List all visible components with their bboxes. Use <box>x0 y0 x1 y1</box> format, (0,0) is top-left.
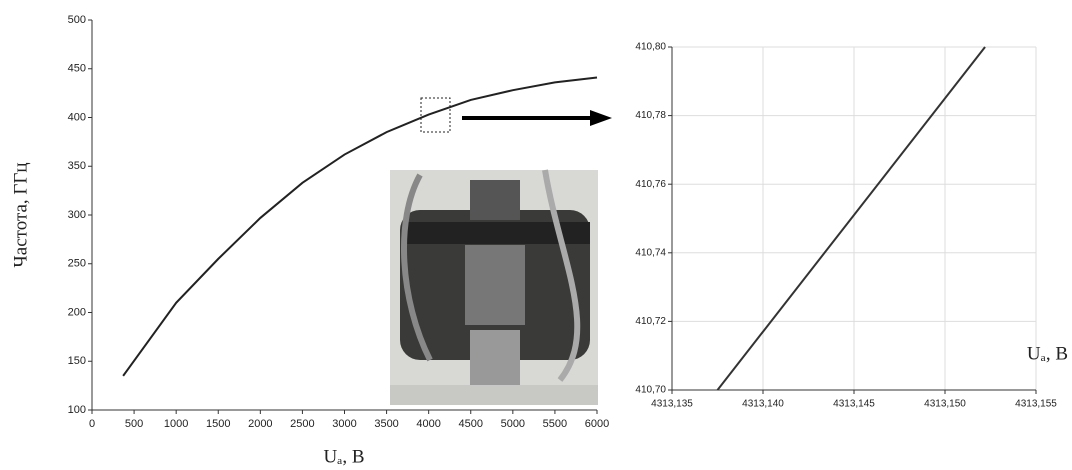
y-tick-label: 400 <box>68 111 86 123</box>
y-tick-label: 410,72 <box>635 316 666 327</box>
x-tick-label: 3000 <box>332 418 356 430</box>
x-tick-label: 1500 <box>206 418 230 430</box>
x-tick-label: 4500 <box>459 418 483 430</box>
x-tick-label: 4313,135 <box>651 399 693 410</box>
y-tick-label: 350 <box>68 160 86 172</box>
line <box>716 46 986 391</box>
x-tick-label: 5500 <box>543 418 567 430</box>
x-tick-label: 4313,145 <box>833 399 875 410</box>
x-tick-label: 4000 <box>416 418 440 430</box>
x-tick-label: 4313,150 <box>924 399 966 410</box>
y-tick-label: 200 <box>68 306 86 318</box>
x-tick-label: 4313,140 <box>742 399 784 410</box>
x-tick-label: 3500 <box>374 418 398 430</box>
line <box>122 76 598 377</box>
x-tick-label: 2500 <box>290 418 314 430</box>
y-tick-label: 410,70 <box>635 385 666 396</box>
photo <box>390 169 598 405</box>
zoom-box <box>420 97 451 133</box>
y-tick-label: 300 <box>68 209 86 221</box>
y-tick-label: 410,76 <box>635 179 666 190</box>
y-tick-label: 100 <box>68 404 86 416</box>
x-tick-label: 500 <box>125 418 143 430</box>
x-tick-label: 2000 <box>248 418 272 430</box>
y-tick-label: 410,74 <box>635 247 666 258</box>
x-tick-label: 6000 <box>585 418 609 430</box>
x-axis-label: Uₐ, В <box>323 446 364 467</box>
x-axis-label: Uₐ, В <box>1027 343 1068 364</box>
x-tick-label: 5000 <box>501 418 525 430</box>
y-axis-label: Частота, ГГц <box>10 162 31 267</box>
y-tick-label: 410,78 <box>635 110 666 121</box>
x-tick-label: 0 <box>89 418 95 430</box>
y-tick-label: 450 <box>68 63 86 75</box>
y-tick-label: 500 <box>68 14 86 26</box>
y-tick-label: 150 <box>68 355 86 367</box>
x-tick-label: 1000 <box>164 418 188 430</box>
y-tick-label: 250 <box>68 258 86 270</box>
y-tick-label: 410,80 <box>635 42 666 53</box>
x-tick-label: 4313,155 <box>1015 399 1057 410</box>
arrow-head <box>590 110 612 126</box>
